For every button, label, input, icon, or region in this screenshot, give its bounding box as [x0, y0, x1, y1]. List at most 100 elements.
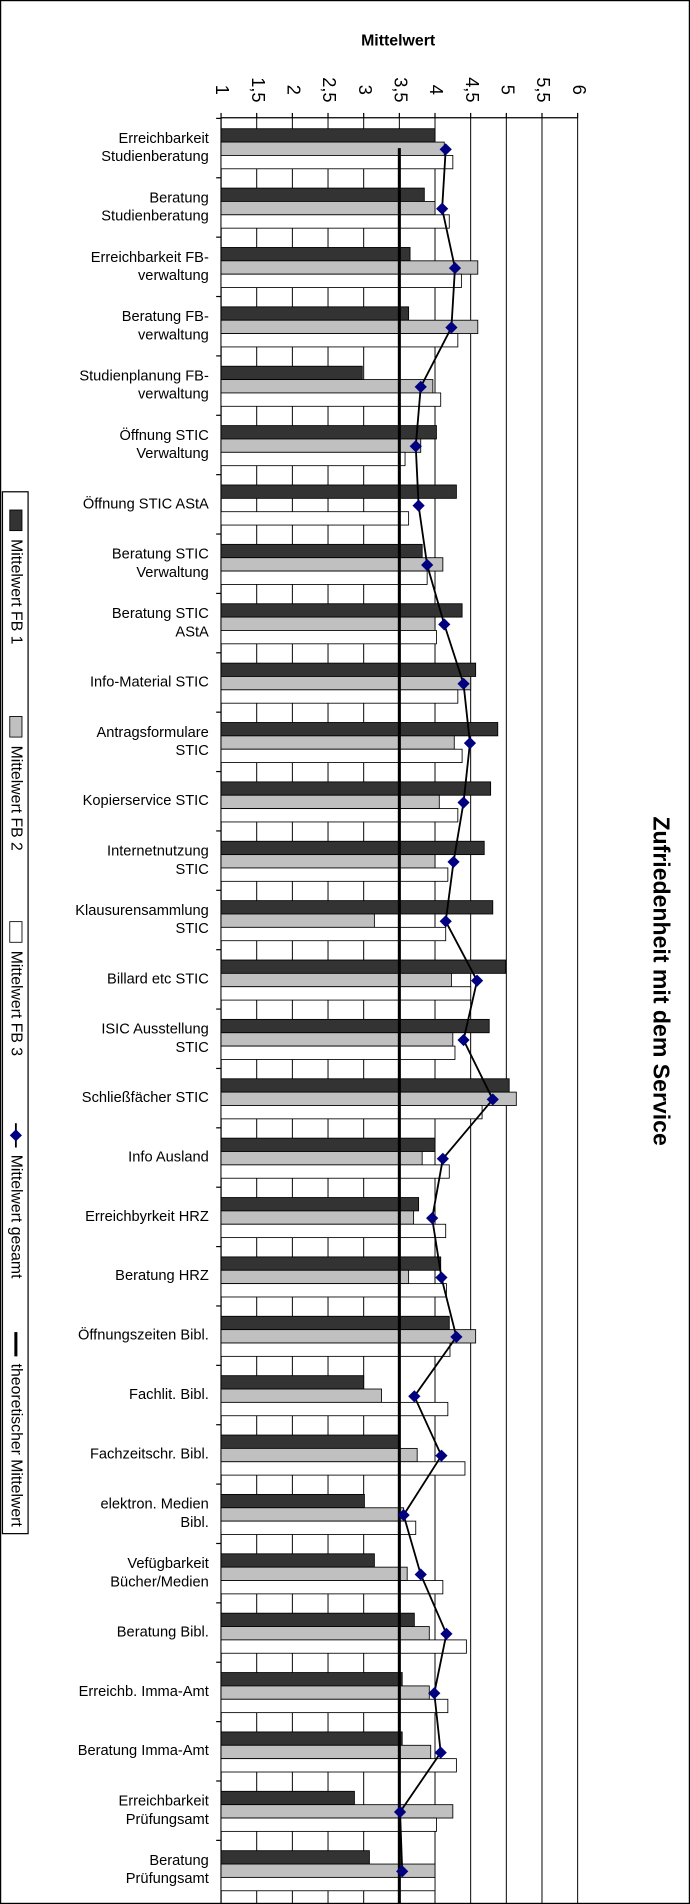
bar	[220, 1612, 415, 1627]
bar	[220, 676, 472, 691]
marker	[447, 855, 460, 868]
bar	[220, 214, 450, 229]
bar	[220, 689, 459, 704]
y-tick-label: Beratung Prüfungsamt	[126, 1853, 209, 1887]
marker	[463, 737, 477, 750]
line	[399, 149, 494, 1872]
bar	[220, 900, 494, 915]
x-tick-label: 3	[355, 85, 376, 95]
bar	[220, 808, 459, 823]
bar	[220, 260, 479, 275]
legend-swatch	[9, 921, 23, 943]
y-tick-label: Beratung Imma-Amt	[78, 1743, 209, 1759]
marker	[445, 321, 458, 334]
marker	[426, 1212, 439, 1225]
bar	[220, 1553, 375, 1568]
bar	[220, 1639, 467, 1654]
x-tick-label: 1	[212, 85, 233, 95]
bar	[220, 1804, 454, 1819]
bar	[220, 913, 375, 928]
bar	[220, 1580, 444, 1595]
bar	[220, 1151, 423, 1166]
marker	[409, 440, 422, 453]
marker	[438, 618, 451, 631]
bar	[220, 392, 442, 407]
marker	[414, 380, 427, 393]
bar	[220, 854, 436, 869]
bar	[220, 1790, 355, 1806]
bar	[220, 365, 363, 381]
y-tick-label: Info Ausland	[128, 1149, 209, 1165]
bar	[220, 511, 410, 526]
bar	[220, 1078, 510, 1093]
bar	[220, 425, 437, 440]
bar	[220, 1401, 449, 1417]
bar	[220, 1256, 442, 1271]
bar	[220, 1876, 436, 1892]
y-tick-label: Beratung FB-verwaltung	[122, 309, 209, 343]
y-tick-label: Kopierservice STIC	[83, 793, 209, 809]
bar	[220, 1315, 450, 1331]
bar	[220, 438, 422, 453]
y-tick-label: Studienplanung FB-verwaltung	[79, 368, 209, 402]
bar	[220, 333, 459, 348]
legend-swatch	[9, 716, 23, 738]
bar	[220, 616, 436, 631]
bar	[220, 187, 425, 202]
marker	[396, 1865, 409, 1878]
bar	[220, 722, 499, 737]
y-tick-label: Erreichbarkeit FB-verwaltung	[91, 250, 209, 284]
bar	[220, 1137, 436, 1152]
x-tick-label: 5	[497, 85, 518, 95]
bar	[220, 319, 479, 334]
y-tick-label: Beratung HRZ	[115, 1268, 209, 1284]
bar	[220, 1045, 456, 1060]
y-tick-label: Klausurensammlung STIC	[75, 903, 209, 937]
legend-swatch	[9, 509, 23, 532]
bar	[220, 1164, 450, 1179]
y-tick-label: Öffnung STIC Verwaltung	[120, 426, 209, 462]
x-axis-title: Mittelwert	[361, 32, 436, 49]
bar	[220, 1698, 449, 1714]
legend-label: theoretischer Mittelwert	[8, 1364, 25, 1528]
marker	[440, 1627, 453, 1640]
bar	[220, 543, 423, 559]
bar	[220, 1223, 447, 1239]
bar	[220, 155, 454, 170]
bar	[220, 1105, 483, 1120]
bar	[220, 570, 428, 585]
bar	[220, 867, 449, 882]
bar	[220, 630, 437, 645]
bar	[220, 603, 463, 618]
x-tick-label: 4	[426, 85, 447, 95]
marker	[457, 796, 470, 809]
x-tick-label: 6	[569, 85, 590, 95]
bar	[220, 1672, 403, 1687]
bar	[220, 1731, 403, 1746]
marker	[470, 974, 484, 987]
bar	[220, 748, 463, 763]
bar	[220, 451, 406, 467]
legend-label: Mittelwert FB 2	[8, 746, 25, 851]
marker	[412, 499, 425, 512]
marker	[421, 558, 434, 572]
legend-label: Mittelwert gesamt	[8, 1155, 25, 1279]
bar	[220, 1388, 382, 1403]
y-tick-label: ISIC Ausstellung STIC	[101, 1022, 209, 1056]
bar	[220, 379, 434, 394]
bar	[220, 1197, 420, 1212]
bar	[220, 1850, 370, 1865]
y-tick-label: Schließfächer STIC	[82, 1090, 209, 1106]
bar	[220, 1758, 457, 1773]
bar	[220, 959, 507, 974]
bar	[220, 128, 436, 143]
bar	[220, 781, 492, 796]
marker	[457, 677, 470, 690]
chart-title: Zufriedenheit mit dem Service	[648, 816, 674, 1145]
bar	[220, 1447, 418, 1463]
legend	[1, 491, 29, 1535]
bar	[220, 1461, 466, 1476]
x-tick-label: 3,5	[390, 77, 411, 102]
y-tick-label: Erreichbarkeit Prüfungsamt	[118, 1794, 208, 1828]
